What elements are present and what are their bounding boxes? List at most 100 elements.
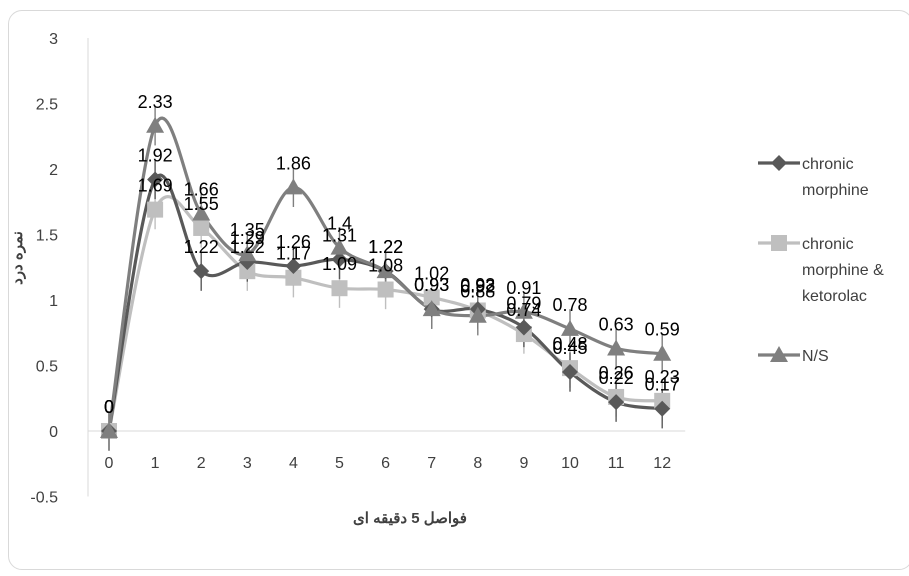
square-marker	[771, 235, 787, 251]
diamond-marker	[331, 251, 348, 268]
square-marker	[331, 280, 348, 297]
triangle-marker	[607, 339, 626, 356]
triangle-marker	[100, 422, 118, 438]
data-label: 0.74	[506, 300, 541, 320]
triangle-marker	[330, 238, 349, 255]
triangle-marker	[770, 346, 788, 362]
triangle-marker	[422, 300, 441, 317]
square-marker	[193, 219, 210, 236]
y-tick-label: 0	[49, 424, 58, 441]
y-tick-label: 3	[49, 31, 58, 48]
triangle-marker	[192, 204, 211, 221]
diamond-marker	[515, 319, 532, 336]
triangle-marker	[146, 116, 165, 133]
series-markers	[100, 116, 672, 439]
data-label: 1.08	[368, 256, 403, 276]
data-label: 1.86	[276, 153, 311, 173]
x-tick-label: 8	[473, 455, 482, 472]
data-label: 1.66	[184, 180, 219, 200]
diamond-marker	[147, 171, 164, 188]
data-label: 1.31	[322, 225, 357, 245]
data-label: 1.35	[230, 220, 265, 240]
x-axis-title: فواصل 5 دقیقه ای	[353, 510, 467, 527]
y-tick-label: 2.5	[36, 97, 58, 114]
data-label: 0.45	[552, 338, 587, 358]
triangle-marker	[284, 178, 303, 195]
data-label: 0.92	[460, 276, 495, 296]
y-tick-label: 1	[49, 293, 58, 310]
data-labels: 01.921.22 1.29 1.26 1.311.220.93 0.930.790.4…	[104, 92, 680, 417]
data-label: 0.59	[645, 320, 680, 340]
data-label: 0.23	[645, 367, 680, 387]
data-label: 0	[104, 397, 114, 417]
diamond-marker	[608, 394, 625, 411]
x-tick-label: 6	[381, 455, 390, 472]
chart-frame	[8, 10, 909, 570]
data-label: 1.09	[322, 254, 357, 274]
data-label: 1.29	[230, 228, 265, 248]
data-label: 0.88	[460, 282, 495, 302]
data-label: 0.63	[599, 314, 634, 334]
x-tick-label: 1	[151, 455, 160, 472]
square-marker	[423, 289, 440, 306]
diamond-marker	[771, 155, 787, 171]
x-tick-label: 11	[608, 455, 625, 472]
data-label: 1.69	[138, 176, 173, 196]
x-tick-label: 3	[243, 455, 252, 472]
data-label: 1.92	[138, 145, 173, 165]
data-label: 0	[104, 397, 114, 417]
x-tick-label: 10	[561, 455, 579, 472]
x-tick-label: 0	[105, 455, 114, 472]
data-label: 2.33	[138, 92, 173, 112]
data-label: 1.22	[230, 237, 265, 257]
triangle-marker	[376, 262, 395, 279]
data-label: 0.91	[506, 278, 541, 298]
diamond-marker	[285, 257, 302, 274]
data-label: 0.22	[599, 368, 634, 388]
legend-label: morphine	[802, 182, 869, 199]
data-label: 0.79	[506, 294, 541, 314]
data-label: 1.55	[184, 194, 219, 214]
triangle-marker	[653, 344, 672, 361]
y-tick-label: 0.5	[36, 359, 58, 376]
data-label: 0.26	[599, 363, 634, 383]
data-label: 0	[104, 397, 114, 417]
legend: chronic morphine chronic morphine & ketorola…	[758, 155, 884, 365]
data-label: 1.26	[276, 232, 311, 252]
x-tick-label: 12	[653, 455, 671, 472]
data-label: 0.93	[414, 275, 449, 295]
data-label: 0.48	[552, 334, 587, 354]
triangle-marker	[238, 245, 257, 262]
square-marker	[239, 263, 256, 280]
legend-label: morphine &	[802, 262, 884, 279]
square-marker	[147, 201, 164, 218]
y-tick-label: 1.5	[36, 228, 58, 245]
data-label: 1.4	[327, 214, 352, 234]
diamond-marker	[654, 400, 671, 417]
data-label: 1.17	[276, 244, 311, 264]
data-label: 1.22	[368, 237, 403, 257]
data-label: 0.17	[645, 375, 680, 395]
data-label: 0.93	[414, 275, 449, 295]
data-label: 1.02	[414, 263, 449, 283]
triangle-marker	[561, 319, 579, 336]
data-label: 1.22	[368, 237, 403, 257]
x-tick-label: 2	[197, 455, 206, 472]
legend-label: N/S	[802, 348, 829, 365]
data-label: 0.93	[460, 275, 495, 295]
square-marker	[285, 269, 302, 286]
diamond-marker	[193, 263, 210, 280]
x-tick-label: 4	[289, 455, 298, 472]
data-label: 1.22	[184, 237, 219, 257]
x-tick-label: 5	[335, 455, 344, 472]
diamond-marker	[562, 364, 578, 381]
y-axis-title: نمره درد	[9, 231, 26, 285]
legend-label: ketorolac	[802, 288, 867, 305]
y-tick-label: 2	[49, 162, 58, 179]
triangle-marker	[514, 302, 533, 319]
data-label: 0.78	[552, 295, 587, 315]
triangle-marker	[468, 306, 487, 323]
y-tick-label: -0.5	[30, 490, 58, 507]
legend-label: chronic	[802, 156, 854, 173]
